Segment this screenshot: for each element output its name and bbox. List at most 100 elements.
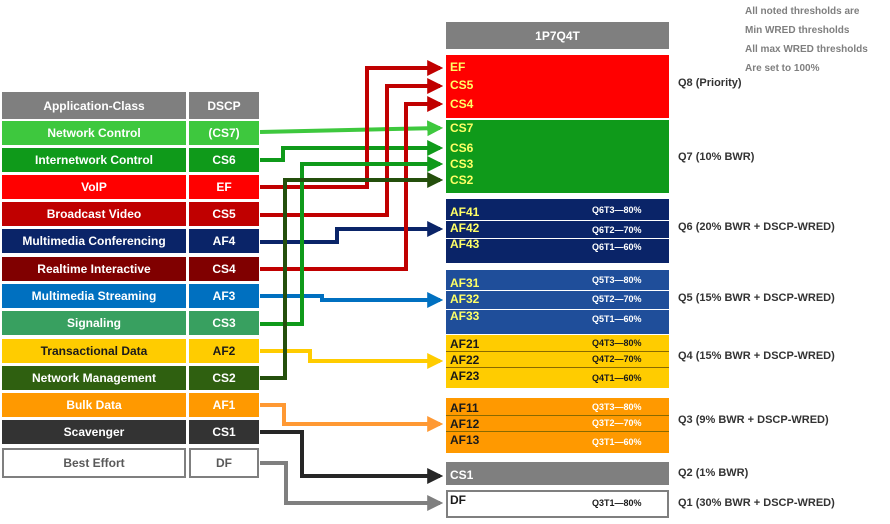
class-row-dscp: CS5	[189, 202, 259, 226]
queue-header: 1P7Q4T	[446, 22, 669, 49]
queue-label: Q6 (20% BWR + DSCP-WRED)	[678, 221, 835, 233]
queue-label: Q2 (1% BWR)	[678, 467, 749, 479]
queue-threshold-label: Q3T3—80%	[592, 402, 642, 412]
class-row-name: Scavenger	[2, 420, 186, 444]
queue-box	[446, 490, 669, 518]
queue-label: Q4 (15% BWR + DSCP-WRED)	[678, 350, 835, 362]
threshold-separator	[446, 309, 669, 310]
threshold-separator	[446, 220, 669, 221]
class-row-name: Transactional Data	[2, 339, 186, 363]
class-row-dscp: AF1	[189, 393, 259, 417]
queue-class-label: AF21	[450, 337, 480, 351]
queue-box	[446, 398, 669, 453]
mapping-arrow	[260, 292, 444, 308]
queue-threshold-label: Q5T1—60%	[592, 314, 642, 324]
queue-label: Q7 (10% BWR)	[678, 151, 755, 163]
queue-box	[446, 335, 669, 388]
class-row-name: Internetwork Control	[2, 148, 186, 172]
threshold-separator	[446, 290, 669, 291]
class-row-name: Network Control	[2, 121, 186, 145]
queue-threshold-label: Q6T2—70%	[592, 225, 642, 235]
queue-label: Q8 (Priority)	[678, 77, 742, 89]
queue-threshold-label: Q3T1—60%	[592, 437, 642, 447]
class-row-name: Signaling	[2, 311, 186, 335]
mapping-arrow	[260, 60, 444, 189]
class-row-dscp: AF2	[189, 339, 259, 363]
class-row-dscp: AF4	[189, 229, 259, 253]
queue-label: Q5 (15% BWR + DSCP-WRED)	[678, 292, 835, 304]
mapping-arrow	[260, 78, 444, 217]
mapping-arrow	[260, 172, 444, 380]
queue-class-label: EF	[450, 60, 466, 74]
class-row-dscp: CS6	[189, 148, 259, 172]
queue-class-label: AF43	[450, 237, 480, 251]
queue-class-label: AF42	[450, 221, 480, 235]
mapping-arrow	[259, 120, 444, 137]
queue-class-label: AF11	[450, 401, 479, 415]
mapping-arrow	[260, 140, 444, 162]
mapping-arrow	[260, 221, 444, 244]
class-row-dscp: CS1	[189, 420, 259, 444]
queue-class-label: CS6	[450, 141, 474, 155]
mapping-arrow	[260, 403, 444, 432]
queue-class-label: DF	[450, 493, 466, 507]
class-row-dscp: EF	[189, 175, 259, 199]
queue-threshold-label: Q5T2—70%	[592, 294, 642, 304]
queue-threshold-label: Q3T1—80%	[592, 498, 642, 508]
queue-threshold-label: Q6T3—80%	[592, 205, 642, 215]
class-row-dscp: DF	[189, 448, 259, 478]
queue-class-label: CS7	[450, 121, 474, 135]
class-row-name: Network Management	[2, 366, 186, 390]
queue-class-label: AF12	[450, 417, 480, 431]
queue-class-label: AF13	[450, 433, 480, 447]
table-header-class: Application-Class	[2, 92, 186, 119]
queue-threshold-label: Q4T2—70%	[592, 354, 642, 364]
class-row-name: Multimedia Conferencing	[2, 229, 186, 253]
mapping-arrow	[260, 96, 444, 271]
queue-class-label: CS1	[450, 468, 474, 482]
table-header-dscp: DSCP	[189, 92, 259, 119]
threshold-separator	[446, 351, 669, 352]
queue-label: Q3 (9% BWR + DSCP-WRED)	[678, 414, 829, 426]
note-line-2: Min WRED thresholds	[745, 25, 850, 36]
queue-threshold-label: Q6T1—60%	[592, 242, 642, 252]
queue-class-label: AF33	[450, 309, 480, 323]
threshold-separator	[446, 238, 669, 239]
queue-box	[446, 199, 669, 263]
queue-box	[446, 55, 669, 118]
mapping-arrow	[260, 430, 444, 484]
note-line-3: All max WRED thresholds	[745, 44, 868, 55]
queue-class-label: AF22	[450, 353, 480, 367]
threshold-separator	[446, 431, 669, 432]
queue-class-label: CS4	[450, 97, 474, 111]
class-row-name: Broadcast Video	[2, 202, 186, 226]
class-row-dscp: AF3	[189, 284, 259, 308]
queue-class-label: CS3	[450, 157, 474, 171]
queue-threshold-label: Q5T3—80%	[592, 275, 642, 285]
class-row-name: VoIP	[2, 175, 186, 199]
queue-threshold-label: Q3T2—70%	[592, 418, 642, 428]
class-row-dscp: CS3	[189, 311, 259, 335]
queue-class-label: AF41	[450, 205, 480, 219]
class-row-dscp: CS2	[189, 366, 259, 390]
class-row-name: Best Effort	[2, 448, 186, 478]
queue-threshold-label: Q4T3—80%	[592, 338, 642, 348]
queue-box	[446, 462, 669, 485]
queue-box	[446, 120, 669, 193]
class-row-dscp: CS4	[189, 257, 259, 281]
queue-box	[446, 270, 669, 334]
threshold-separator	[446, 415, 669, 416]
queue-class-label: AF31	[450, 276, 480, 290]
queue-label: Q1 (30% BWR + DSCP-WRED)	[678, 497, 835, 509]
queue-class-label: AF23	[450, 369, 480, 383]
class-row-name: Bulk Data	[2, 393, 186, 417]
class-row-name: Multimedia Streaming	[2, 284, 186, 308]
note-line-1: All noted thresholds are	[745, 6, 860, 17]
queue-threshold-label: Q4T1—60%	[592, 373, 642, 383]
mapping-arrow	[260, 156, 444, 326]
note-line-4: Are set to 100%	[745, 63, 820, 74]
threshold-separator	[446, 367, 669, 368]
class-row-name: Realtime Interactive	[2, 257, 186, 281]
queue-class-label: CS5	[450, 78, 474, 92]
